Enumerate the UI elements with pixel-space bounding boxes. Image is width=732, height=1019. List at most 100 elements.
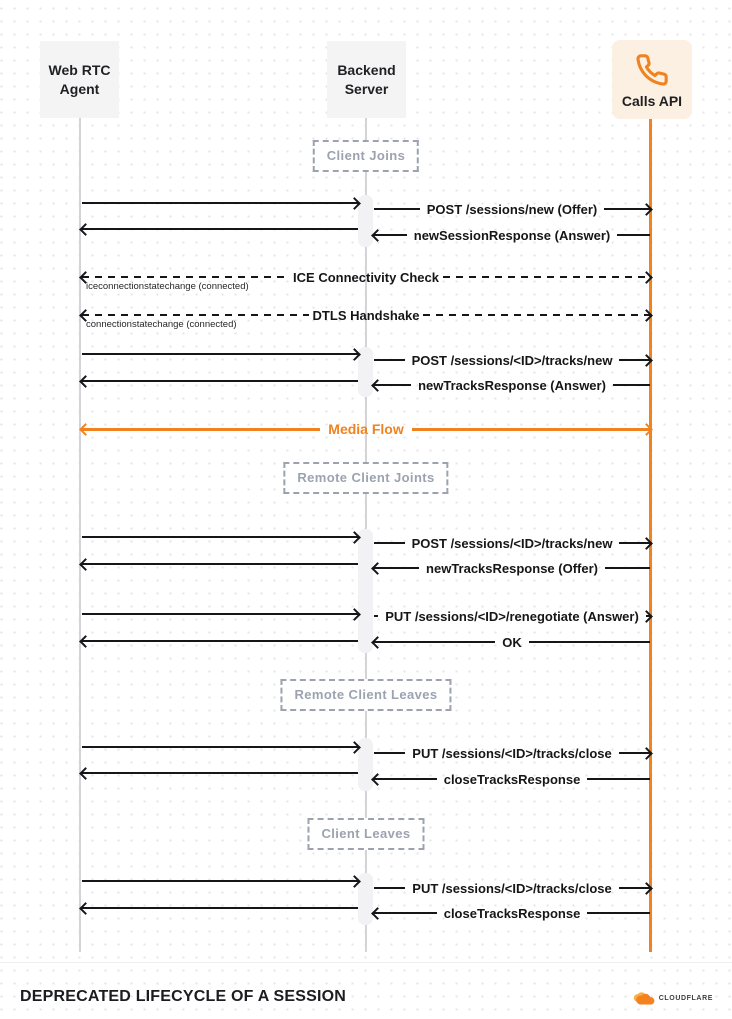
arrowhead-left [79, 557, 92, 571]
activation-bar [358, 195, 373, 247]
message-arrow: Media Flow [79, 419, 653, 439]
arrow-shaft [442, 275, 650, 279]
arrow-shaft [587, 911, 651, 915]
message-label: newTracksResponse (Answer) [418, 377, 606, 393]
arrowhead-left [371, 906, 384, 920]
arrow-shaft [374, 207, 420, 211]
phase-label: Client Leaves [307, 818, 425, 851]
message-arrow [82, 344, 361, 364]
arrowhead-left [79, 901, 92, 915]
arrowhead-left [79, 222, 92, 236]
actor-calls-api: Calls API [612, 40, 692, 119]
arrow-shaft [82, 612, 358, 616]
message-arrow: PUT /sessions/<ID>/tracks/close [374, 743, 653, 763]
message-arrow [79, 898, 358, 918]
event-label: connectionstatechange (connected) [86, 319, 237, 330]
message-arrow: newTracksResponse (Offer) [371, 558, 651, 578]
footer-divider [0, 962, 732, 963]
actor-webrtc-agent-label: Web RTC Agent [48, 61, 111, 97]
phase-label: Remote Client Leaves [280, 679, 452, 712]
actor-calls-api-label: Calls API [621, 92, 683, 109]
arrow-shaft [374, 777, 437, 781]
message-label: POST /sessions/<ID>/tracks/new [411, 352, 613, 368]
arrow-shaft [528, 640, 650, 644]
arrow-shaft [374, 566, 420, 570]
arrowhead-left [79, 634, 92, 648]
arrowhead-left [371, 561, 384, 575]
arrow-shaft [82, 379, 358, 383]
activation-bar [358, 873, 373, 925]
arrow-shaft [411, 427, 651, 431]
message-arrow: DTLS Handshake connectionstatechange (con… [79, 305, 653, 330]
cloudflare-wordmark: CLOUDFLARE [658, 995, 713, 1002]
message-arrow: newTracksResponse (Answer) [371, 375, 651, 395]
activation-bar [358, 347, 373, 397]
arrow-shaft [423, 313, 651, 317]
message-label: PUT /sessions/<ID>/tracks/close [412, 880, 612, 896]
arrowhead-left [371, 378, 384, 392]
message-label: POST /sessions/<ID>/tracks/new [411, 535, 613, 551]
message-arrow: PUT /sessions/<ID>/renegotiate (Answer) [374, 606, 653, 626]
message-arrow: closeTracksResponse [371, 903, 651, 923]
arrow-shaft [82, 639, 358, 643]
message-arrow: POST /sessions/<ID>/tracks/new [374, 533, 653, 553]
message-arrow: ICE Connectivity Check iceconnectionstate… [79, 267, 653, 292]
arrow-shaft [374, 886, 406, 890]
arrow-shaft [618, 886, 650, 890]
arrow-shaft [82, 771, 358, 775]
arrow-shaft [374, 751, 406, 755]
message-arrow [79, 631, 358, 651]
message-arrow: closeTracksResponse [371, 769, 651, 789]
arrow-shaft [374, 358, 405, 362]
message-label: closeTracksResponse [443, 905, 581, 921]
arrow-shaft [374, 233, 407, 237]
arrow-shaft [374, 383, 412, 387]
message-label: POST /sessions/new (Offer) [426, 201, 598, 217]
message-arrow: newSessionResponse (Answer) [371, 225, 650, 245]
message-arrow [82, 737, 361, 757]
actor-backend-server: Backend Server [327, 41, 406, 118]
diagram-title: DEPRECATED LIFECYCLE OF A SESSION [20, 988, 347, 1005]
arrow-shaft [82, 745, 358, 749]
arrow-shaft [82, 275, 290, 279]
cloudflare-cloud-icon [631, 991, 656, 1006]
activation-bar [358, 529, 373, 653]
arrowhead-left [371, 228, 384, 242]
arrowhead-left [371, 635, 384, 649]
arrow-shaft [82, 352, 358, 356]
arrow-shaft [374, 640, 496, 644]
cloudflare-logo: CLOUDFLARE [631, 991, 713, 1006]
message-arrow: PUT /sessions/<ID>/tracks/close [374, 878, 653, 898]
arrow-shaft [619, 358, 650, 362]
arrow-shaft [612, 383, 651, 387]
arrow-shaft [645, 614, 651, 618]
message-arrow: OK [371, 632, 650, 652]
message-arrow [82, 193, 361, 213]
message-label: newTracksResponse (Offer) [426, 560, 598, 576]
activation-bar [358, 738, 373, 791]
message-label: newSessionResponse (Answer) [413, 227, 611, 243]
arrow-shaft [82, 313, 309, 317]
message-label: Media Flow [328, 421, 404, 437]
arrow-shaft [604, 207, 650, 211]
message-arrow [79, 219, 358, 239]
arrow-shaft [374, 911, 437, 915]
actor-webrtc-agent: Web RTC Agent [40, 41, 119, 118]
message-label: ICE Connectivity Check [293, 269, 439, 285]
arrow-shaft [618, 751, 650, 755]
arrow-shaft [82, 535, 358, 539]
phone-icon [635, 53, 669, 87]
message-arrow [82, 527, 361, 547]
arrow-shaft [82, 427, 321, 431]
arrow-shaft [587, 777, 651, 781]
arrowhead-left [371, 772, 384, 786]
arrow-shaft [374, 614, 379, 618]
message-arrow [79, 371, 358, 391]
message-arrow: POST /sessions/<ID>/tracks/new [374, 350, 653, 370]
message-label: OK [502, 634, 522, 650]
actor-backend-server-label: Backend Server [337, 61, 396, 97]
phase-label: Client Joins [312, 140, 420, 173]
message-label: closeTracksResponse [443, 771, 581, 787]
arrowhead-left [79, 766, 92, 780]
